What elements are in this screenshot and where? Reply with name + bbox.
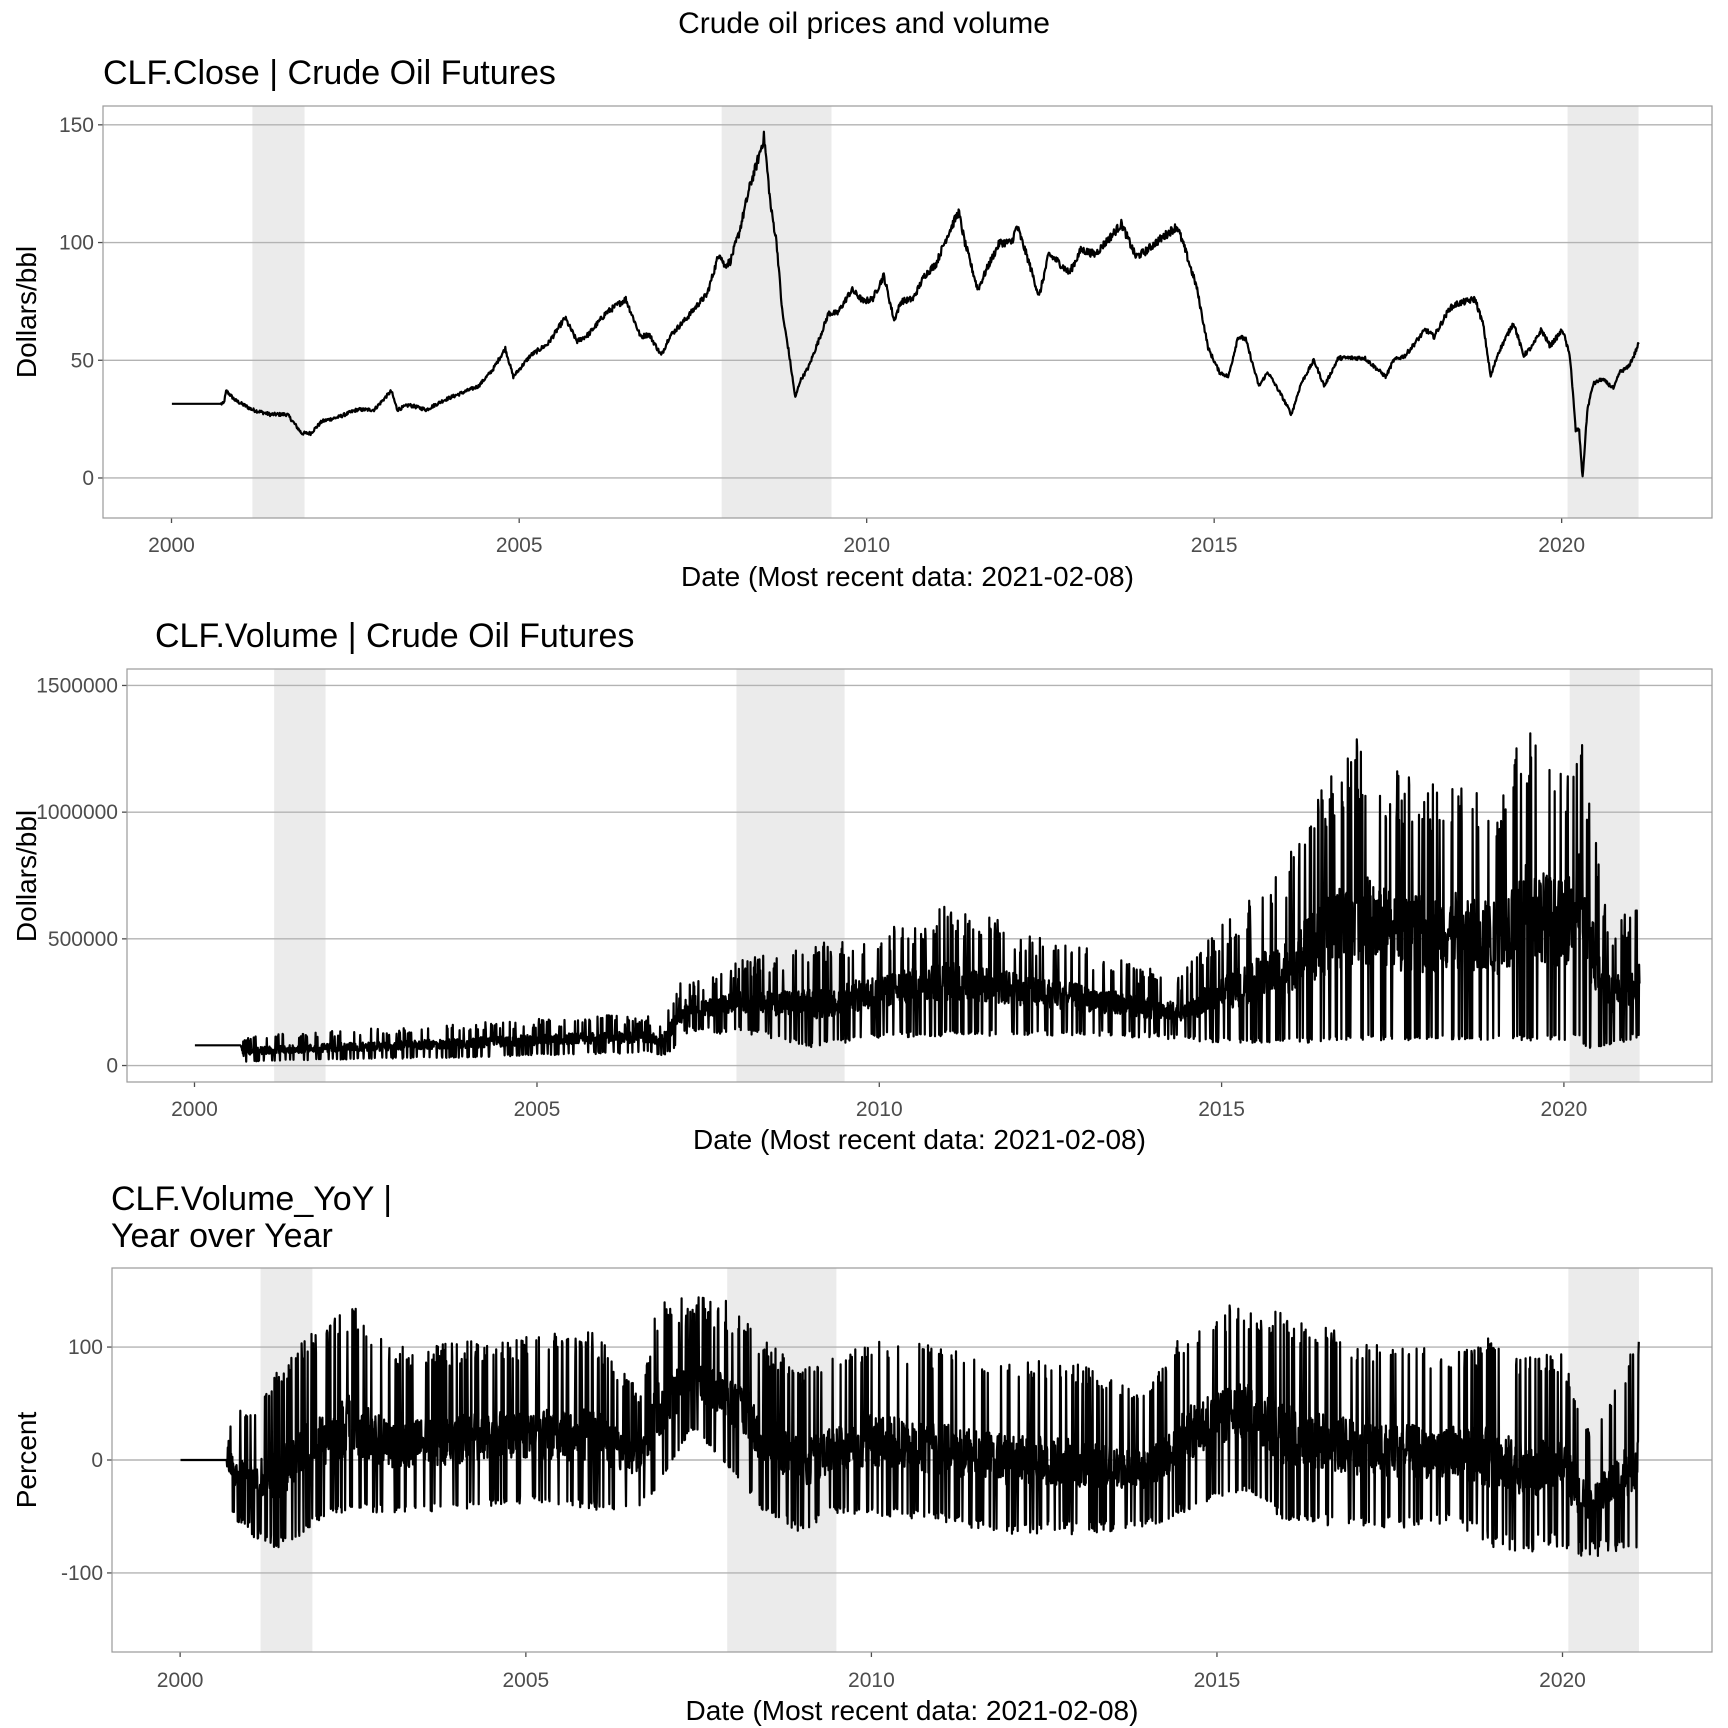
y-tick-label: 0 bbox=[82, 467, 94, 490]
x-tick-label: 2010 bbox=[848, 1669, 895, 1692]
y-tick-label: 0 bbox=[91, 1449, 103, 1472]
x-tick-label: 2020 bbox=[1539, 1669, 1586, 1692]
recession-band bbox=[252, 106, 305, 518]
x-tick-label: 2015 bbox=[1194, 1669, 1241, 1692]
x-tick-label: 2010 bbox=[843, 534, 890, 557]
x-tick-label: 2005 bbox=[514, 1098, 561, 1121]
x-axis-label: Date (Most recent data: 2021-02-08) bbox=[686, 1695, 1139, 1726]
y-tick-label: 1000000 bbox=[36, 801, 118, 824]
x-axis-label: Date (Most recent data: 2021-02-08) bbox=[681, 561, 1134, 592]
x-axis-label: Date (Most recent data: 2021-02-08) bbox=[693, 1124, 1146, 1155]
series-line bbox=[179, 1296, 1640, 1557]
panel-title: CLF.Volume | Crude Oil Futures bbox=[155, 617, 634, 655]
x-tick-label: 2000 bbox=[148, 534, 195, 557]
x-tick-label: 2005 bbox=[496, 534, 543, 557]
y-tick-label: 100 bbox=[59, 232, 94, 255]
volume-panel: CLF.Volume | Crude Oil Futures 0 500000 100… bbox=[11, 617, 1713, 1155]
recession-band bbox=[1567, 106, 1639, 518]
x-tick-label: 2010 bbox=[856, 1098, 903, 1121]
y-tick-label: 1500000 bbox=[36, 674, 118, 697]
y-tick-label: 100 bbox=[68, 1336, 103, 1359]
panel-title: CLF.Close | Crude Oil Futures bbox=[103, 54, 556, 92]
volume-yoy-panel: CLF.Volume_YoY |Year over Year -100 0 100 20… bbox=[11, 1180, 1713, 1726]
figure-title: Crude oil prices and volume bbox=[678, 7, 1050, 40]
series-line bbox=[194, 732, 1641, 1063]
y-axis-label: Percent bbox=[11, 1412, 42, 1509]
y-tick-label: 50 bbox=[71, 349, 94, 372]
panel-border bbox=[102, 105, 1713, 519]
y-tick-label: 150 bbox=[59, 114, 94, 137]
x-tick-label: 2000 bbox=[171, 1098, 218, 1121]
x-tick-label: 2000 bbox=[157, 1669, 204, 1692]
x-tick-label: 2005 bbox=[503, 1669, 550, 1692]
y-axis-label: Dollars/bbl bbox=[11, 246, 42, 378]
panel-subtitle: Year over Year bbox=[111, 1217, 333, 1255]
recession-band bbox=[721, 106, 832, 518]
series-line bbox=[171, 130, 1640, 478]
x-tick-label: 2015 bbox=[1198, 1098, 1245, 1121]
close-panel: CLF.Close | Crude Oil Futures 0 50 100 150 20… bbox=[11, 54, 1713, 592]
panel-title: CLF.Volume_YoY | bbox=[111, 1180, 392, 1218]
x-tick-label: 2020 bbox=[1541, 1098, 1588, 1121]
x-tick-label: 2015 bbox=[1191, 534, 1238, 557]
panel-border bbox=[111, 1267, 1713, 1653]
y-tick-label: -100 bbox=[61, 1562, 103, 1585]
y-axis-label: Dollars/bbl bbox=[11, 810, 42, 942]
y-tick-label: 500000 bbox=[48, 928, 118, 951]
y-tick-label: 0 bbox=[106, 1055, 118, 1078]
x-tick-label: 2020 bbox=[1538, 534, 1585, 557]
recession-band bbox=[274, 669, 326, 1082]
panel-border bbox=[126, 668, 1713, 1083]
